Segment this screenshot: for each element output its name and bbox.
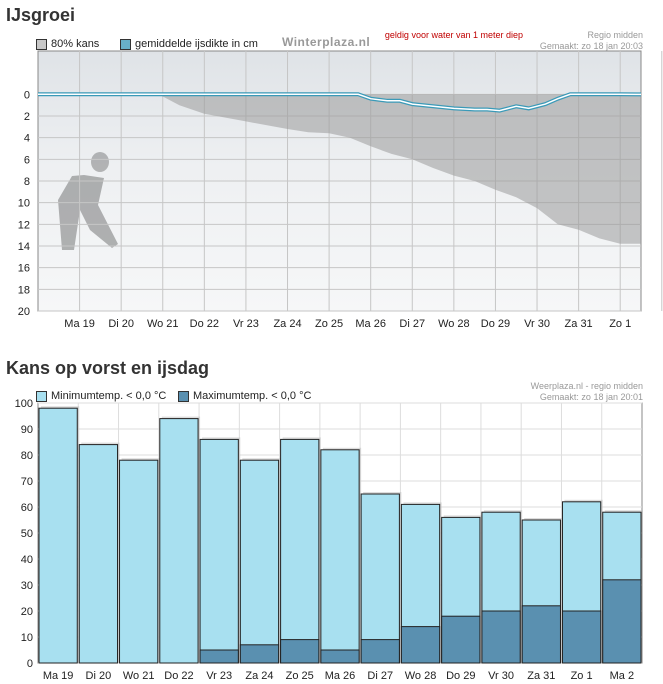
ice-ytick-label: 10 — [18, 198, 30, 210]
bar-max-temp — [360, 639, 400, 664]
legend-swatch-80 — [36, 38, 47, 50]
frost-xtick-label: Ma 2 — [610, 670, 634, 682]
frost-xtick-label: Za 31 — [527, 670, 555, 682]
ice-xtick-label: Zo 25 — [315, 318, 343, 330]
frost-xtick-label: Do 22 — [164, 670, 193, 682]
bar-min-temp — [159, 418, 199, 664]
frost-chart: 0 10 20 30 40 50 60 70 80 90 100 Ma 19 Di 20 Wo 21 Do … — [15, 398, 643, 682]
frost-legend-max: Maximumtemp. < 0,0 °C — [178, 390, 311, 402]
frost-xtick-label: Di 20 — [86, 670, 112, 682]
ice-xtick-label: Vr 30 — [524, 318, 550, 330]
ice-xtick-label: Do 29 — [481, 318, 510, 330]
bar-min-temp — [320, 449, 360, 664]
frost-meta: Weerplaza.nl - regio midden Gemaakt: zo … — [531, 381, 643, 403]
ice-ytick-label: 16 — [18, 263, 30, 275]
ice-xtick-label: Ma 19 — [64, 318, 95, 330]
frost-xtick-label: Zo 1 — [571, 670, 593, 682]
bar-max-temp — [602, 579, 642, 664]
ice-xtick-label: Vr 23 — [233, 318, 259, 330]
frost-legend-min: Minimumtemp. < 0,0 °C — [36, 390, 166, 402]
frost-ytick-label: 30 — [21, 580, 33, 592]
frost-made: Gemaakt: zo 18 jan 20:01 — [539, 392, 643, 402]
frost-chart-title: Kans op vorst en ijsdag — [6, 358, 210, 378]
frost-xtick-label: Do 29 — [446, 670, 475, 682]
frost-source: Weerplaza.nl - regio midden — [530, 381, 643, 391]
ice-ytick-label: 14 — [18, 241, 30, 253]
ice-chart-title: IJsgroei — [6, 5, 76, 25]
skater-silhouette — [58, 152, 118, 250]
frost-ytick-label: 0 — [27, 658, 33, 670]
frost-xtick-label: Zo 25 — [286, 670, 314, 682]
legend-swatch-mean — [120, 38, 131, 50]
frost-ytick-label: 60 — [21, 502, 33, 514]
frost-ytick-label: 50 — [21, 528, 33, 540]
bar-min-temp — [119, 459, 159, 664]
legend-label-mean: gemiddelde ijsdikte in cm — [135, 38, 258, 50]
frost-xtick-label: Za 24 — [245, 670, 273, 682]
frost-xtick-label: Ma 26 — [325, 670, 356, 682]
frost-ytick-label: 80 — [21, 450, 33, 462]
ice-meta: geldig voor water van 1 meter diep — [385, 30, 643, 41]
legend-swatch-min — [36, 390, 47, 402]
frost-ytick-label: 40 — [21, 554, 33, 566]
frost-ytick-label: 90 — [21, 424, 33, 436]
bar-max-temp — [199, 649, 239, 664]
ice-80pct-area — [38, 94, 641, 244]
bar-min-temp — [239, 459, 280, 664]
bar-min-temp — [78, 444, 119, 664]
watermark: Winterplaza.nl — [282, 35, 371, 49]
ice-xtick-label: Di 27 — [399, 318, 425, 330]
bar-max-temp — [441, 615, 481, 664]
ice-ytick-label: 2 — [24, 111, 30, 123]
frost-xtick-label: Di 27 — [367, 670, 393, 682]
ice-xtick-label: Za 24 — [273, 318, 301, 330]
ice-ytick-label: 18 — [18, 284, 30, 296]
ice-xtick-label: Di 20 — [108, 318, 134, 330]
frost-xtick-label: Wo 21 — [123, 670, 155, 682]
ice-ytick-label: 20 — [18, 306, 30, 318]
ice-xtick-label: Wo 21 — [147, 318, 179, 330]
bar-min-temp — [360, 493, 400, 664]
ice-made: Gemaakt: zo 18 jan 20:03 — [539, 41, 643, 51]
legend-label-max: Maximumtemp. < 0,0 °C — [193, 390, 312, 402]
frost-ytick-label: 70 — [21, 476, 33, 488]
ice-meta-right: Regio midden Gemaakt: zo 18 jan 20:03 — [540, 30, 643, 52]
bar-max-temp — [280, 639, 320, 664]
frost-xtick-label: Wo 28 — [405, 670, 437, 682]
ice-legend-80: 80% kans — [36, 38, 99, 50]
frost-xtick-label: Vr 30 — [488, 670, 514, 682]
ice-xtick-label: Zo 1 — [609, 318, 631, 330]
ice-region: Regio midden — [587, 30, 643, 40]
ice-ytick-label: 8 — [24, 176, 30, 188]
frost-ytick-label: 10 — [21, 632, 33, 644]
ice-mean-line — [38, 93, 642, 112]
bar-max-temp — [561, 610, 602, 664]
legend-label-80: 80% kans — [51, 38, 100, 50]
ice-chart: 0 2 4 6 8 10 12 14 16 18 20 Ma 19 Di 20 Wo 21 Do 22 Vr … — [18, 50, 663, 330]
ice-xtick-label: Za 31 — [565, 318, 593, 330]
ice-ytick-label: 6 — [24, 154, 30, 166]
bar-max-temp — [521, 605, 561, 664]
ice-xtick-label: Ma 26 — [355, 318, 386, 330]
frost-xtick-label: Ma 19 — [43, 670, 74, 682]
bar-min-temp — [199, 438, 239, 664]
ice-xtick-label: Wo 28 — [438, 318, 470, 330]
ice-ytick-label: 4 — [24, 133, 30, 145]
ice-ytick-label: 0 — [24, 89, 30, 101]
bar-max-temp — [400, 626, 441, 664]
bar-min-temp — [280, 438, 320, 664]
bar-max-temp — [481, 610, 521, 664]
ice-note: geldig voor water van 1 meter diep — [384, 30, 523, 40]
ice-legend-mean: gemiddelde ijsdikte in cm — [120, 38, 258, 50]
bar-min-temp — [38, 407, 78, 664]
ice-ytick-label: 12 — [18, 219, 30, 231]
legend-swatch-max — [178, 390, 189, 402]
ice-xtick-label: Do 22 — [190, 318, 219, 330]
bar-max-temp — [320, 649, 360, 664]
frost-ytick-label: 20 — [21, 606, 33, 618]
frost-xtick-label: Vr 23 — [206, 670, 232, 682]
frost-ytick-label: 100 — [15, 398, 33, 410]
bar-max-temp — [239, 644, 280, 664]
legend-label-min: Minimumtemp. < 0,0 °C — [51, 390, 167, 402]
